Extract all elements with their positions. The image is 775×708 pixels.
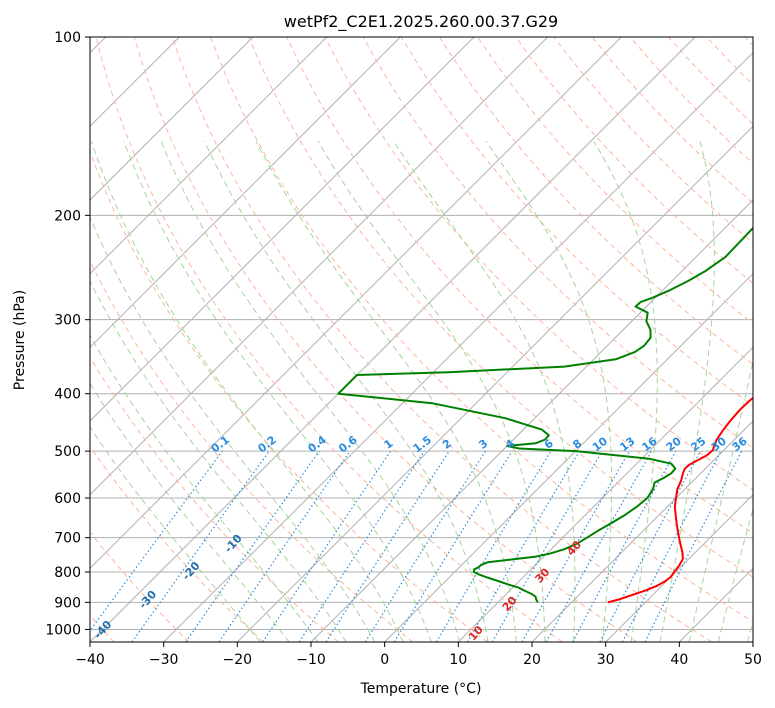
y-axis-ticks: 100 200 300 400 500 600 700 800 900 1000 <box>45 30 90 638</box>
mixing-ratio-line <box>298 450 425 642</box>
x-tick-label: 0 <box>380 652 389 668</box>
mixing-ratio-line <box>218 450 351 642</box>
x-tick-label: 40 <box>670 652 688 668</box>
moist-adiabat-line <box>90 141 404 642</box>
y-tick-label: 600 <box>54 491 81 507</box>
isotherm-line <box>90 37 328 275</box>
x-tick-label: −30 <box>149 652 179 668</box>
y-tick-label: 200 <box>54 208 81 224</box>
isotherm-line <box>90 37 549 496</box>
y-tick-label: 900 <box>54 595 81 611</box>
mixing-ratio-line <box>131 450 270 642</box>
moist-adiabat-line <box>255 141 517 642</box>
background-lines <box>90 37 753 642</box>
temperature-profile-line <box>607 396 753 604</box>
x-tick-label: −40 <box>75 652 105 668</box>
isotherm-line <box>163 51 753 642</box>
x-tick-label: 30 <box>597 652 615 668</box>
moist-adiabat-line <box>593 141 658 642</box>
isotherm-line <box>457 346 753 642</box>
moist-adiabat-line <box>90 279 347 642</box>
isotherm-line <box>531 420 753 642</box>
y-tick-label: 700 <box>54 531 81 547</box>
isotherm-line <box>90 37 475 422</box>
moist-adiabat-line <box>688 358 753 642</box>
moist-adiabat-line <box>717 506 753 642</box>
mixing-ratio-line <box>545 450 653 642</box>
x-tick-label: −10 <box>296 652 326 668</box>
isotherm-line <box>605 493 753 642</box>
plot-background <box>90 37 753 642</box>
mixing-ratio-line <box>572 450 677 642</box>
dry-adiabat-line <box>248 37 753 578</box>
moist-adiabat-line <box>204 141 489 642</box>
mixing-ratio-line <box>185 450 320 642</box>
isotherm-line <box>236 125 753 642</box>
dry-adiabat-line <box>90 445 264 642</box>
moist-adiabat-line <box>90 426 261 642</box>
mixing-ratio-line <box>325 450 450 642</box>
dry-adiabat-line <box>90 150 488 642</box>
isotherm-line <box>90 37 254 201</box>
dry-adiabat-line <box>286 37 753 534</box>
y-tick-label: 300 <box>54 313 81 329</box>
moist-adiabat-line <box>317 141 546 642</box>
y-tick-label: 1000 <box>45 622 81 638</box>
dry-adiabat-line <box>515 37 753 284</box>
moist-adiabat-line <box>123 141 432 642</box>
y-tick-label: 100 <box>54 30 81 46</box>
x-tick-label: −20 <box>223 652 253 668</box>
dry-adiabat-line <box>171 37 712 642</box>
dry-adiabat-line <box>90 259 414 642</box>
y-tick-label: 800 <box>54 565 81 581</box>
isotherm-line <box>90 37 622 570</box>
moist-adiabat-line <box>485 141 613 642</box>
x-tick-label: 50 <box>744 652 762 668</box>
mixing-ratio-line <box>393 450 513 642</box>
y-tick-label: 400 <box>54 387 81 403</box>
moist-adiabat-line <box>659 141 715 642</box>
x-axis-label: Temperature (°C) <box>360 681 482 697</box>
mixing-ratio-line <box>521 450 631 642</box>
plot-frame <box>89 36 754 643</box>
isotherm-line <box>752 641 753 642</box>
isotherm-line <box>384 272 753 642</box>
mixing-ratio-line <box>644 450 743 642</box>
moist-adiabat-line <box>90 382 290 642</box>
x-tick-label: 20 <box>523 652 541 668</box>
dewpoint-profile-line <box>337 226 753 603</box>
dry-adiabat-line <box>400 37 753 407</box>
y-tick-label: 500 <box>54 444 81 460</box>
x-axis-ticks: −40 −30 −20 −10 0 10 20 30 40 50 <box>75 642 762 668</box>
dry-adiabat-line <box>95 37 563 642</box>
dry-adiabat-line <box>210 37 753 623</box>
y-axis-label: Pressure (hPa) <box>12 290 28 390</box>
dry-adiabat-line <box>438 37 753 366</box>
moist-adiabat-line <box>90 334 319 642</box>
mixing-ratio-line <box>90 450 223 632</box>
chart-title: wetPf2_C2E1.2025.260.00.37.G29 <box>284 12 558 32</box>
profiles <box>337 226 753 604</box>
isotherm-line <box>90 37 401 349</box>
mixing-ratio-line <box>262 450 392 642</box>
moist-adiabat-line <box>160 141 461 642</box>
moist-adiabat-line <box>393 141 576 642</box>
dry-adiabat-line <box>90 356 339 642</box>
isotherm-line <box>90 37 696 642</box>
x-tick-label: 10 <box>449 652 467 668</box>
dry-adiabat-line <box>90 531 190 642</box>
